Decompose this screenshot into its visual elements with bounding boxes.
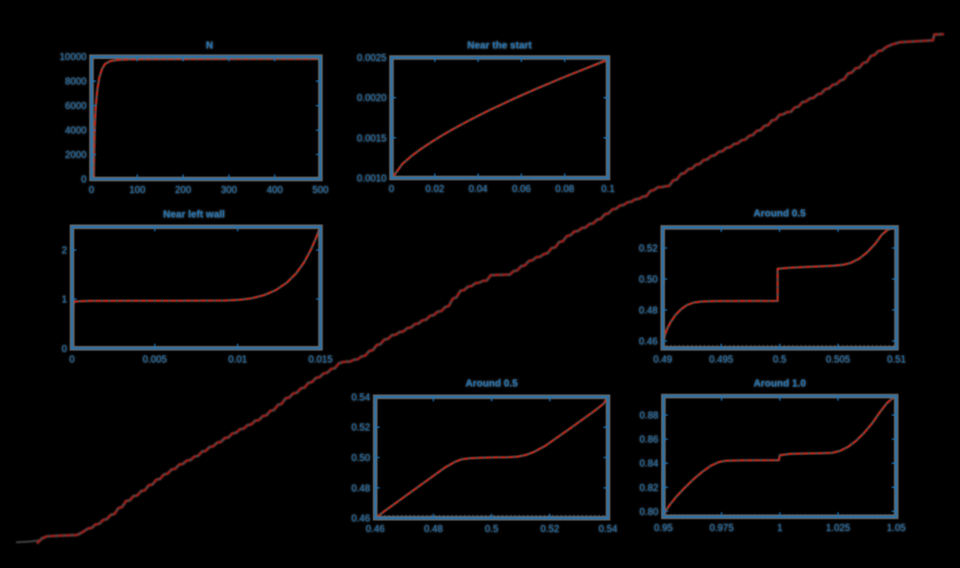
svg-text:0.0010: 0.0010: [357, 174, 387, 185]
svg-text:0.1: 0.1: [601, 184, 614, 195]
svg-text:Around 0.5: Around 0.5: [753, 209, 806, 220]
svg-text:0.5: 0.5: [773, 354, 786, 365]
svg-text:0.0020: 0.0020: [357, 93, 387, 104]
svg-text:2: 2: [62, 246, 67, 257]
svg-text:0.48: 0.48: [424, 524, 443, 535]
svg-text:0.975: 0.975: [709, 523, 733, 534]
svg-text:1.025: 1.025: [826, 523, 850, 534]
svg-text:0.01: 0.01: [228, 354, 247, 365]
svg-text:0.51: 0.51: [887, 354, 906, 365]
svg-text:0.49: 0.49: [653, 354, 672, 365]
svg-text:0.82: 0.82: [640, 483, 659, 494]
svg-text:0.54: 0.54: [599, 524, 618, 535]
svg-text:8000: 8000: [65, 77, 87, 88]
svg-text:1: 1: [777, 523, 782, 534]
svg-text:0: 0: [69, 354, 75, 365]
svg-text:0: 0: [62, 344, 68, 355]
svg-text:0.0025: 0.0025: [357, 53, 387, 64]
svg-text:200: 200: [175, 185, 192, 196]
svg-text:0.46: 0.46: [639, 337, 658, 348]
svg-text:400: 400: [267, 185, 284, 196]
svg-text:0.015: 0.015: [308, 354, 332, 365]
svg-text:N: N: [206, 41, 213, 52]
svg-text:100: 100: [129, 185, 146, 196]
svg-text:0.95: 0.95: [654, 523, 673, 534]
svg-text:0.46: 0.46: [351, 514, 370, 525]
svg-text:0.52: 0.52: [540, 524, 559, 535]
svg-text:0.52: 0.52: [639, 244, 658, 255]
svg-text:0.48: 0.48: [639, 306, 658, 317]
svg-text:0.02: 0.02: [425, 184, 444, 195]
svg-text:4000: 4000: [65, 126, 87, 137]
svg-text:0: 0: [389, 184, 395, 195]
svg-text:0.505: 0.505: [826, 354, 850, 365]
svg-text:300: 300: [221, 185, 238, 196]
svg-text:1.05: 1.05: [887, 523, 906, 534]
svg-text:0.005: 0.005: [143, 354, 167, 365]
svg-text:0.52: 0.52: [351, 423, 370, 434]
svg-text:0.04: 0.04: [469, 184, 488, 195]
svg-text:0.50: 0.50: [351, 453, 370, 464]
svg-text:0.50: 0.50: [639, 275, 658, 286]
svg-text:0.84: 0.84: [640, 459, 659, 470]
svg-text:6000: 6000: [65, 101, 87, 112]
svg-text:0.5: 0.5: [485, 524, 498, 535]
svg-text:0.80: 0.80: [640, 507, 659, 518]
svg-text:0: 0: [89, 185, 95, 196]
svg-text:500: 500: [312, 185, 329, 196]
svg-text:0.495: 0.495: [709, 354, 733, 365]
svg-text:Around 0.5: Around 0.5: [465, 379, 518, 390]
svg-text:0: 0: [81, 175, 87, 186]
svg-text:Around 1.0: Around 1.0: [754, 379, 807, 390]
svg-text:0.88: 0.88: [640, 411, 659, 422]
svg-text:Near the start: Near the start: [467, 41, 532, 52]
svg-text:0.54: 0.54: [351, 392, 370, 403]
svg-text:0.86: 0.86: [640, 435, 659, 446]
svg-text:Near left wall: Near left wall: [163, 210, 225, 221]
svg-text:0.0015: 0.0015: [357, 133, 387, 144]
svg-text:0.06: 0.06: [512, 184, 531, 195]
svg-text:0.48: 0.48: [351, 483, 370, 494]
svg-text:0.46: 0.46: [366, 524, 385, 535]
svg-text:0.08: 0.08: [555, 184, 574, 195]
svg-text:1: 1: [62, 295, 67, 306]
svg-text:2000: 2000: [65, 150, 87, 161]
svg-text:10000: 10000: [60, 52, 88, 63]
